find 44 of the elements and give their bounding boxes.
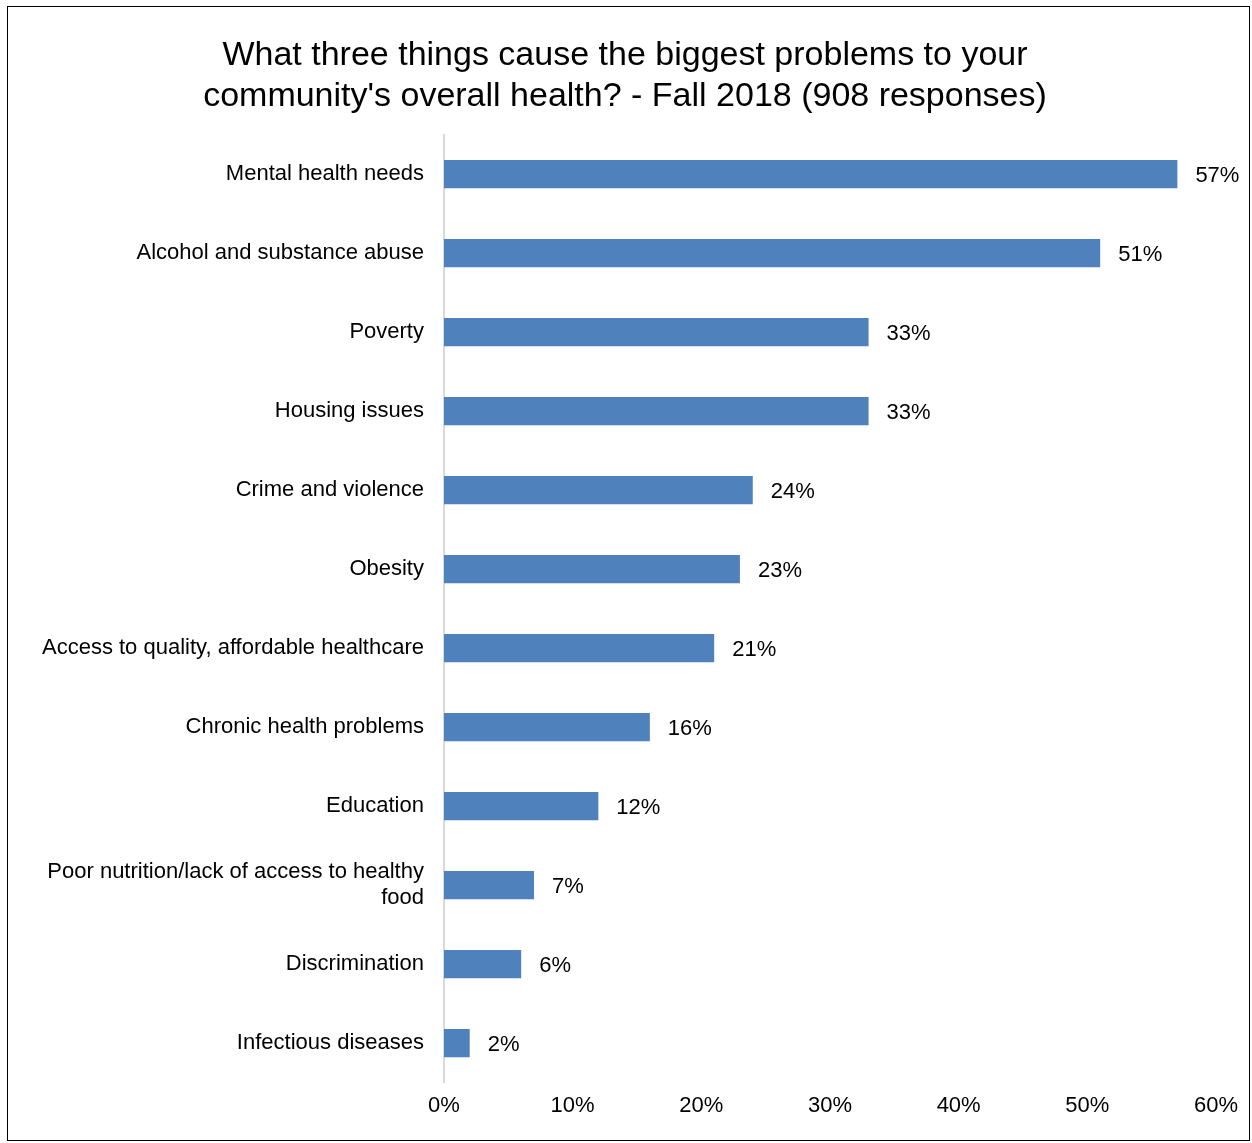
y-tick-label: Alcohol and substance abuse	[136, 239, 424, 265]
x-tick-label: 40%	[936, 1091, 981, 1117]
y-tick-label: Infectious diseases	[236, 1029, 424, 1055]
data-label: 7%	[552, 873, 584, 899]
bar	[443, 633, 715, 663]
y-tick-label: Crime and violence	[235, 476, 424, 502]
y-tick-label: Poor nutrition/lack of access to healthy food	[47, 857, 424, 910]
x-tick-label: 60%	[1193, 1091, 1239, 1117]
bar	[443, 159, 1178, 189]
x-tick-label: 10%	[550, 1091, 595, 1117]
x-tick-label: 50%	[1065, 1091, 1110, 1117]
x-tick-label: 0%	[428, 1091, 460, 1117]
x-tick-label: 30%	[807, 1091, 852, 1117]
data-label: 33%	[886, 399, 931, 425]
data-label: 51%	[1118, 241, 1163, 267]
bar	[443, 1028, 470, 1058]
y-tick-label: Discrimination	[285, 950, 424, 976]
x-tick-label: 20%	[679, 1091, 724, 1117]
data-label: 21%	[732, 636, 777, 662]
bar	[443, 475, 753, 505]
y-tick-label: Housing issues	[274, 397, 424, 423]
bar	[443, 317, 869, 347]
data-label: 6%	[539, 952, 571, 978]
bar	[443, 712, 650, 742]
bar	[443, 870, 535, 900]
y-tick-label: Access to quality, affordable healthcare	[41, 634, 424, 660]
data-label: 2%	[487, 1031, 520, 1057]
data-label: 23%	[757, 557, 802, 583]
y-tick-label: Education	[326, 792, 424, 818]
bar	[443, 949, 522, 979]
y-tick-label: Poverty	[349, 318, 424, 344]
bar	[443, 238, 1101, 268]
y-tick-label: Chronic health problems	[185, 713, 424, 739]
bar	[443, 791, 599, 821]
data-label: 16%	[667, 715, 712, 741]
data-label: 24%	[770, 478, 815, 504]
data-label: 33%	[886, 320, 931, 346]
y-tick-label: Obesity	[349, 555, 424, 581]
data-label: 12%	[616, 794, 661, 820]
chart-title: What three things cause the biggest problems to your community's overall health? - Fall 2018 (908 responses)	[203, 33, 1047, 113]
bar	[443, 396, 869, 426]
bar	[443, 554, 740, 584]
y-tick-label: Mental health needs	[225, 160, 424, 186]
data-label: 57%	[1195, 162, 1240, 188]
